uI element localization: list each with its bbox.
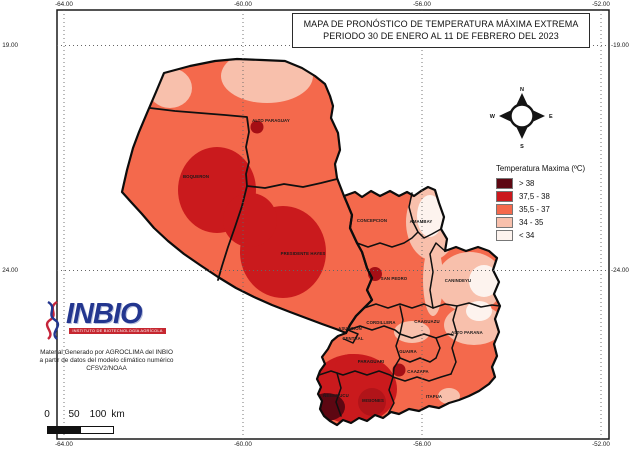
department-label: ITAPUA xyxy=(426,394,442,399)
lat-label-left: 19.00 xyxy=(2,42,18,49)
legend-swatch xyxy=(496,217,513,228)
scalebar-black-segment xyxy=(48,427,81,433)
temperature-zones xyxy=(148,59,500,424)
department-label: ÑEEMBUCU xyxy=(323,393,349,398)
lon-label-top: -56.00 xyxy=(413,1,431,8)
compass-s: S xyxy=(520,144,524,150)
lon-label-bottom: -64.00 xyxy=(55,441,73,448)
compass-w: W xyxy=(490,114,496,120)
scalebar-100: 100 xyxy=(89,409,107,420)
city-marker xyxy=(392,363,406,377)
lon-label-bottom: -52.00 xyxy=(592,441,610,448)
source-line2: a partir de datos del modelo climático n… xyxy=(39,357,174,365)
department-label: CORDILLERA xyxy=(366,320,395,325)
compass-rose: N S W E xyxy=(490,87,553,150)
department-label: CANINDEYU xyxy=(445,278,471,283)
lon-label-bottom: -60.00 xyxy=(234,441,252,448)
legend-item: 34 - 35 xyxy=(496,216,616,229)
compass-n: N xyxy=(520,87,524,93)
map-frame xyxy=(56,9,610,440)
legend-item: > 38 xyxy=(496,177,616,190)
legend-swatch xyxy=(496,178,513,189)
scalebar-50: 50 xyxy=(68,409,80,420)
department-label: BOQUERON xyxy=(183,174,209,179)
scalebar-0: 0 xyxy=(44,409,50,420)
map-title-line2: PERIODO 30 DE ENERO AL 11 DE FEBRERO DEL… xyxy=(323,30,559,41)
lat-label-left: 24.00 xyxy=(2,267,18,274)
lon-label-top: -52.00 xyxy=(592,1,610,8)
inbio-wordmark: INBIO xyxy=(66,298,143,330)
legend-item: < 34 xyxy=(496,229,616,242)
legend-swatch xyxy=(496,204,513,215)
department-label: AMAMBAY xyxy=(410,219,433,224)
inbio-logo: INBIO INSTITUTO DE BIOTECNOLOGÍA AGRÍCOL… xyxy=(40,298,180,341)
legend-title: Temperatura Maxima (ºC) xyxy=(496,164,586,173)
compass-e: E xyxy=(549,114,553,120)
department-label: PARAGUARI xyxy=(358,359,385,364)
department-label: ALTO PARANA xyxy=(451,330,483,335)
department-borders xyxy=(149,107,501,417)
city-marker xyxy=(250,120,264,134)
inbio-subtitle: INSTITUTO DE BIOTECNOLOGÍA AGRÍCOLA xyxy=(69,328,166,334)
department-label: PRESIDENTE HAYES xyxy=(281,251,326,256)
lon-label-bottom: -56.00 xyxy=(413,441,431,448)
source-note: Material Generado por AGROCLIMA del INBI… xyxy=(24,349,189,374)
temperature-legend: Temperatura Maxima (ºC) > 38 37,5 - 38 3… xyxy=(496,164,616,242)
scalebar-unit: km xyxy=(111,409,125,420)
source-line3: CFSV2/NOAA xyxy=(86,365,127,373)
department-label: CENTRAL xyxy=(342,336,364,341)
department-label: CAAGUAZU xyxy=(414,319,439,324)
lon-label-top: -64.00 xyxy=(55,1,73,8)
department-label: CAAZAPA xyxy=(407,369,428,374)
legend-item: 35,5 - 37 xyxy=(496,203,616,216)
scalebar-white-segment xyxy=(81,427,113,433)
lon-label-top: -60.00 xyxy=(234,1,252,8)
department-label: GUAIRA xyxy=(399,349,417,354)
lat-label-right: -19.00 xyxy=(611,42,629,49)
department-label: ASUNCION xyxy=(338,326,362,331)
source-line1: Material Generado por AGROCLIMA del INBI… xyxy=(40,349,173,356)
department-label: ALTO PARAGUAY xyxy=(252,118,290,123)
legend-item: 37,5 - 38 xyxy=(496,190,616,203)
country-outline xyxy=(120,57,502,427)
department-label: MISIONES xyxy=(362,398,384,403)
scalebar xyxy=(47,426,114,434)
department-label: CONCEPCION xyxy=(357,218,387,223)
title-box: MAPA DE PRONÓSTICO DE TEMPERATURA MÁXIMA… xyxy=(292,13,590,48)
dna-helix-icon xyxy=(45,301,60,340)
legend-swatch xyxy=(496,191,513,202)
department-label: SAN PEDRO xyxy=(381,276,408,281)
lat-label-right: -24.00 xyxy=(611,267,629,274)
map-title-line1: MAPA DE PRONÓSTICO DE TEMPERATURA MÁXIMA… xyxy=(303,19,579,29)
legend-swatch xyxy=(496,230,513,241)
